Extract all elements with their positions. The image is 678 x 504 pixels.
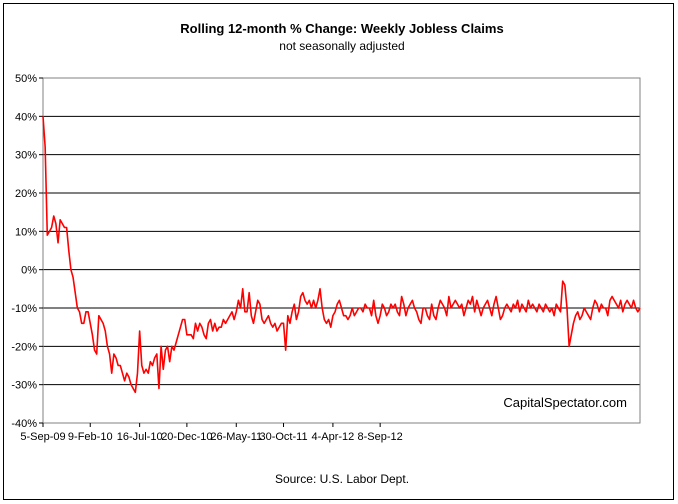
x-tick-label: 20-Dec-10 [161,431,212,443]
x-tick-label: 8-Sep-12 [358,431,403,443]
y-tick-label: 0% [21,265,37,277]
x-tick-label: 4-Apr-12 [312,431,355,443]
x-tick-label: 16-Jul-10 [117,431,163,443]
plot-area-border [42,77,641,424]
y-tick-label: 40% [15,111,37,123]
y-axis-tick-labels: 50% 40% 30% 20% 10% 0% -10% -20% -30% -40% [11,73,43,430]
x-axis-tick-marks [42,423,381,427]
source-note: Source: U.S. Labor Dept. [275,472,409,486]
y-tick-label: -10% [11,303,37,315]
x-tick-label: 9-Feb-10 [68,431,113,443]
chart-title: Rolling 12-month % Change: Weekly Jobles… [180,21,503,36]
y-tick-label: 30% [15,150,37,162]
y-tick-label: -30% [11,380,37,392]
y-tick-label: 10% [15,226,37,238]
y-tick-label: -20% [11,341,37,353]
series-line-jobless-claims [42,116,641,394]
x-tick-label: 26-May-11 [210,431,262,443]
x-tick-label: 30-Oct-11 [259,431,307,443]
x-tick-label: 5-Sep-09 [20,431,65,443]
y-tick-label: -40% [11,418,37,430]
y-tick-label: 50% [15,73,37,85]
chart-svg: Rolling 12-month % Change: Weekly Jobles… [11,21,641,486]
chart-subtitle: not seasonally adjusted [279,39,404,53]
chart-frame: Rolling 12-month % Change: Weekly Jobles… [3,3,674,500]
y-tick-label: 20% [15,188,37,200]
watermark-text: CapitalSpectator.com [503,395,627,410]
x-axis-tick-labels: 5-Sep-09 9-Feb-10 16-Jul-1020-Dec-1026-May… [20,431,402,443]
grid-lines [43,115,640,386]
